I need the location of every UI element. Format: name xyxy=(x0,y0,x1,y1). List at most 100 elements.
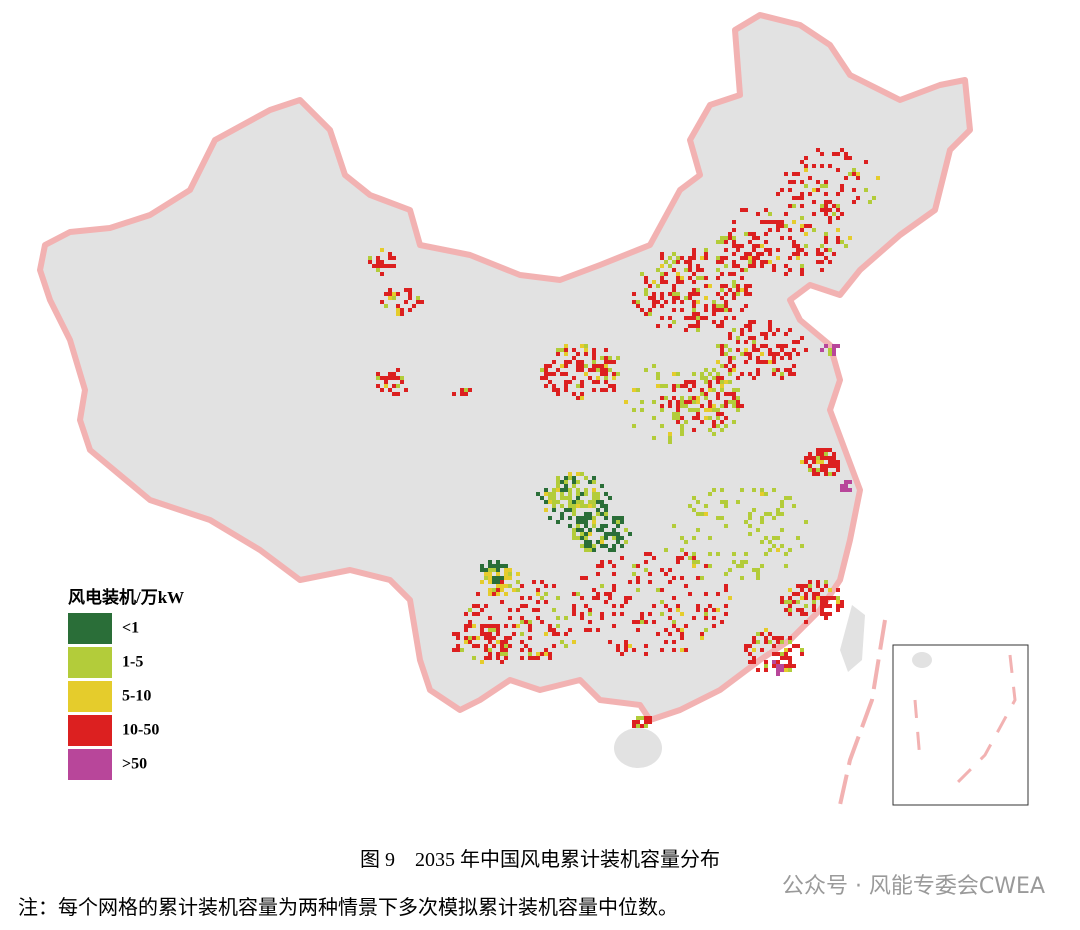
grid-cell xyxy=(792,592,796,596)
grid-cell xyxy=(652,296,656,300)
grid-cell xyxy=(844,484,848,488)
grid-cell xyxy=(680,548,684,552)
grid-cell xyxy=(780,348,784,352)
grid-cell xyxy=(484,568,488,572)
grid-cell xyxy=(756,236,760,240)
grid-cell xyxy=(604,508,608,512)
grid-cell xyxy=(700,372,704,376)
grid-cell xyxy=(776,328,780,332)
grid-cell xyxy=(784,264,788,268)
grid-cell xyxy=(408,288,412,292)
grid-cell xyxy=(640,272,644,276)
grid-cell xyxy=(636,724,640,728)
grid-cell xyxy=(620,520,624,524)
grid-cell xyxy=(760,344,764,348)
grid-cell xyxy=(504,648,508,652)
grid-cell xyxy=(640,724,644,728)
grid-cell xyxy=(532,656,536,660)
grid-cell xyxy=(552,500,556,504)
grid-cell xyxy=(660,292,664,296)
grid-cell xyxy=(680,404,684,408)
grid-cell xyxy=(636,388,640,392)
grid-cell xyxy=(800,648,804,652)
grid-cell xyxy=(476,612,480,616)
grid-cell xyxy=(648,612,652,616)
grid-cell xyxy=(828,588,832,592)
grid-cell xyxy=(756,356,760,360)
grid-cell xyxy=(588,544,592,548)
grid-cell xyxy=(604,592,608,596)
grid-cell xyxy=(668,292,672,296)
grid-cell xyxy=(488,628,492,632)
grid-cell xyxy=(640,400,644,404)
grid-cell xyxy=(596,500,600,504)
grid-cell xyxy=(788,228,792,232)
grid-cell xyxy=(652,304,656,308)
grid-cell xyxy=(644,720,648,724)
grid-cell xyxy=(600,372,604,376)
grid-cell xyxy=(536,656,540,660)
grid-cell xyxy=(680,424,684,428)
grid-cell xyxy=(492,624,496,628)
grid-cell xyxy=(820,268,824,272)
grid-cell xyxy=(788,640,792,644)
grid-cell xyxy=(660,404,664,408)
grid-cell xyxy=(388,256,392,260)
grid-cell xyxy=(772,352,776,356)
grid-cell xyxy=(712,320,716,324)
grid-cell xyxy=(584,364,588,368)
grid-cell xyxy=(380,388,384,392)
grid-cell xyxy=(660,396,664,400)
grid-cell xyxy=(560,372,564,376)
grid-cell xyxy=(612,612,616,616)
grid-cell xyxy=(804,224,808,228)
grid-cell xyxy=(812,200,816,204)
grid-cell xyxy=(692,552,696,556)
grid-cell xyxy=(568,524,572,528)
grid-cell xyxy=(668,404,672,408)
grid-cell xyxy=(396,292,400,296)
grid-cell xyxy=(632,572,636,576)
grid-cell xyxy=(752,488,756,492)
grid-cell xyxy=(680,432,684,436)
grid-cell xyxy=(796,584,800,588)
grid-cell xyxy=(800,608,804,612)
grid-cell xyxy=(576,352,580,356)
grid-cell xyxy=(488,652,492,656)
grid-cell xyxy=(788,188,792,192)
grid-cell xyxy=(504,640,508,644)
grid-cell xyxy=(836,596,840,600)
grid-cell xyxy=(484,632,488,636)
grid-cell xyxy=(496,584,500,588)
grid-cell xyxy=(708,604,712,608)
grid-cell xyxy=(584,476,588,480)
grid-cell xyxy=(820,612,824,616)
grid-cell xyxy=(776,512,780,516)
grid-cell xyxy=(660,272,664,276)
grid-cell xyxy=(456,632,460,636)
grid-cell xyxy=(384,264,388,268)
grid-cell xyxy=(660,264,664,268)
grid-cell xyxy=(692,508,696,512)
grid-cell xyxy=(396,392,400,396)
grid-cell xyxy=(496,640,500,644)
grid-cell xyxy=(692,316,696,320)
grid-cell xyxy=(712,420,716,424)
grid-cell xyxy=(828,472,832,476)
grid-cell xyxy=(580,344,584,348)
grid-cell xyxy=(564,344,568,348)
grid-cell xyxy=(844,480,848,484)
grid-cell xyxy=(580,616,584,620)
grid-cell xyxy=(696,512,700,516)
grid-cell xyxy=(856,176,860,180)
grid-cell xyxy=(756,368,760,372)
grid-cell xyxy=(752,348,756,352)
grid-cell xyxy=(704,564,708,568)
grid-cell xyxy=(484,572,488,576)
grid-cell xyxy=(484,644,488,648)
grid-cell xyxy=(724,380,728,384)
grid-cell xyxy=(524,604,528,608)
grid-cell xyxy=(528,656,532,660)
grid-cell xyxy=(716,608,720,612)
grid-cell xyxy=(764,636,768,640)
